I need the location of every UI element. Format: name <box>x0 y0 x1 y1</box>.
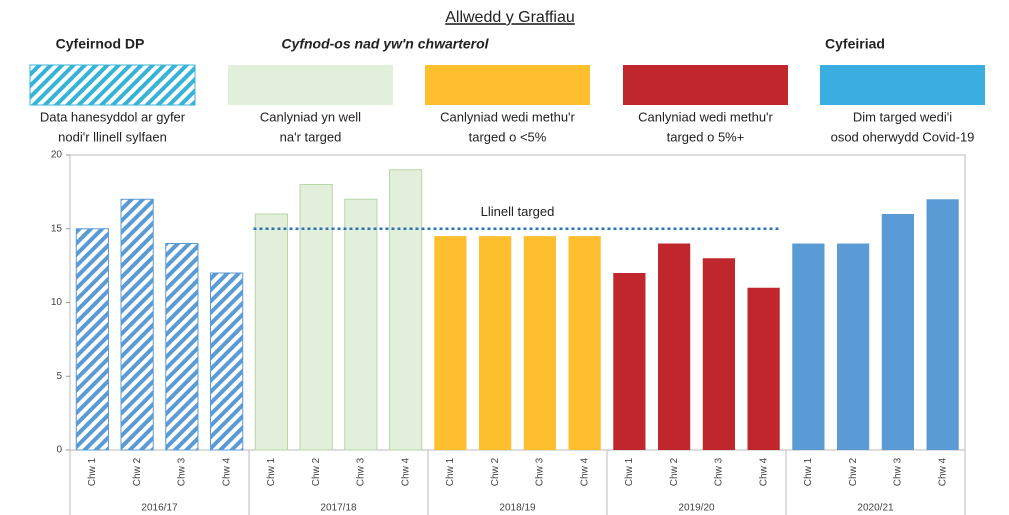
bar <box>299 184 333 451</box>
key-label: osod oherwydd Covid-19 <box>831 129 975 144</box>
bar <box>120 198 154 451</box>
bar <box>210 272 244 451</box>
y-tick-label: 10 <box>51 297 63 308</box>
x-tick-label: Chw 2 <box>848 457 859 486</box>
key-label: nodi'r llinell sylfaen <box>58 129 167 144</box>
key-title: Allwedd y Graffiau <box>445 9 575 26</box>
x-tick-label: Chw 4 <box>400 457 411 486</box>
x-tick-label: Chw 2 <box>311 457 322 486</box>
x-tick-label: Chw 3 <box>535 457 546 486</box>
bar <box>837 243 870 450</box>
x-tick-label: Chw 2 <box>669 457 680 486</box>
y-tick-label: 5 <box>56 371 62 382</box>
key-label: Canlyniad wedi methu'r <box>638 109 773 124</box>
x-tick-label: Chw 2 <box>490 457 501 486</box>
key-label: targed o <5% <box>469 129 547 144</box>
bar <box>523 236 556 450</box>
key-label: Dim targed wedi'i <box>853 109 952 124</box>
key-label: Canlyniad yn well <box>260 109 361 124</box>
key-heading: Cyfeiriad <box>825 36 885 52</box>
y-tick-label: 15 <box>51 223 63 234</box>
plot-frame <box>69 154 966 451</box>
bar <box>702 258 735 450</box>
group-label: 2018/19 <box>499 503 536 514</box>
bar <box>254 213 288 451</box>
x-tick-label: Chw 1 <box>803 457 814 486</box>
bar <box>747 287 780 450</box>
key-swatch <box>623 65 788 105</box>
bar <box>926 199 959 450</box>
x-tick-label: Chw 2 <box>132 457 143 486</box>
key-swatch <box>228 65 393 105</box>
bar <box>881 214 914 450</box>
x-tick-label: Chw 4 <box>937 457 948 486</box>
group-label: 2019/20 <box>678 503 715 514</box>
group-label: 2020/21 <box>857 503 894 514</box>
bar <box>75 228 109 451</box>
bar <box>165 243 199 451</box>
key-label: targed o 5%+ <box>667 129 745 144</box>
x-tick-label: Chw 3 <box>714 457 725 486</box>
key-heading: Cyfnod-os nad yw'n chwarterol <box>281 36 489 52</box>
x-tick-label: Chw 1 <box>445 457 456 486</box>
y-tick-label: 0 <box>56 445 62 456</box>
bar <box>344 198 378 451</box>
x-tick-label: Chw 4 <box>758 457 769 486</box>
key-swatch <box>820 65 985 105</box>
group-label: 2017/18 <box>320 503 357 514</box>
y-tick-label: 20 <box>51 150 63 161</box>
x-tick-label: Chw 4 <box>579 457 590 486</box>
bar <box>479 236 512 450</box>
key-swatch <box>29 64 196 106</box>
group-label: 2016/17 <box>141 503 178 514</box>
key-swatch <box>425 65 590 105</box>
bar <box>613 273 646 450</box>
bar <box>658 243 691 450</box>
key-heading: Cyfeirnod DP <box>56 36 145 52</box>
target-label: Llinell targed <box>481 204 555 219</box>
key-label: na'r targed <box>280 129 342 144</box>
x-tick-label: Chw 1 <box>624 457 635 486</box>
x-tick-label: Chw 1 <box>266 457 277 486</box>
x-tick-label: Chw 3 <box>177 457 188 486</box>
x-tick-label: Chw 3 <box>356 457 367 486</box>
key-label: Canlyniad wedi methu'r <box>440 109 575 124</box>
bar <box>568 236 601 450</box>
x-tick-label: Chw 1 <box>87 457 98 486</box>
bar <box>434 236 467 450</box>
key-label: Data hanesyddol ar gyfer <box>40 109 186 124</box>
bar <box>792 243 825 450</box>
bar <box>389 169 423 451</box>
x-tick-label: Chw 4 <box>221 457 232 486</box>
x-tick-label: Chw 3 <box>893 457 904 486</box>
